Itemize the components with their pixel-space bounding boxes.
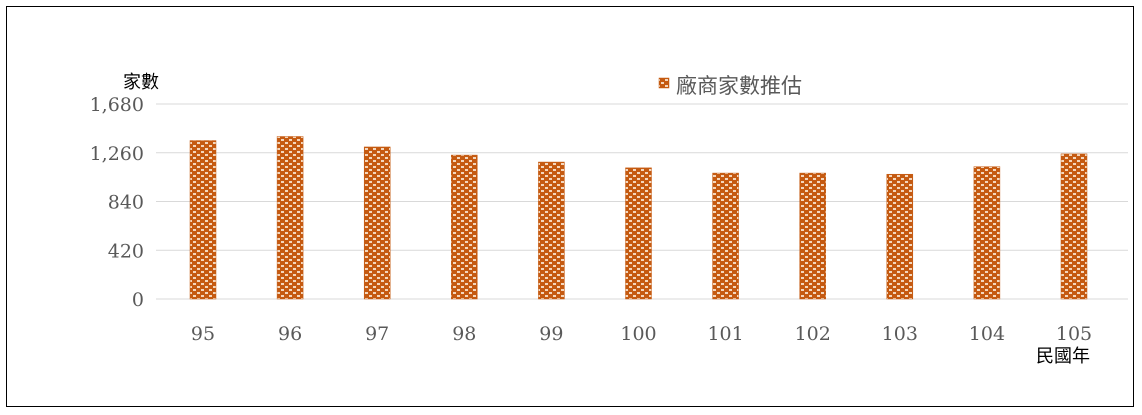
x-axis-title: 民國年 xyxy=(1036,346,1090,367)
bar-100 xyxy=(625,167,652,300)
bars xyxy=(189,136,1088,300)
bar-103 xyxy=(886,173,914,300)
x-axis-ticks: 95 96 97 98 99 100 101 102 103 104 105 xyxy=(191,323,1092,345)
x-tick-label: 97 xyxy=(365,323,389,345)
x-tick-label: 95 xyxy=(191,323,215,345)
x-tick-label: 99 xyxy=(539,323,563,345)
bar-96 xyxy=(276,136,304,300)
x-tick-label: 105 xyxy=(1056,323,1092,345)
bar-105 xyxy=(1060,153,1088,300)
bar-98 xyxy=(451,154,478,300)
bar-101 xyxy=(712,172,739,300)
bar-99 xyxy=(538,161,565,300)
legend: 廠商家數推估 xyxy=(658,74,802,98)
bar-102 xyxy=(799,172,826,300)
y-tick-label: 420 xyxy=(108,240,144,262)
x-tick-label: 102 xyxy=(795,323,831,345)
x-tick-label: 104 xyxy=(969,323,1005,345)
y-tick-label: 0 xyxy=(132,289,144,311)
x-tick-label: 100 xyxy=(620,323,656,345)
bar-95 xyxy=(189,140,217,300)
bar-97 xyxy=(363,146,391,300)
y-axis-ticks: 0 420 840 1,260 1,680 xyxy=(90,94,144,311)
legend-label: 廠商家數推估 xyxy=(676,74,802,98)
bar-104 xyxy=(973,166,1001,300)
x-tick-label: 103 xyxy=(882,323,918,345)
x-tick-label: 96 xyxy=(278,323,302,345)
y-tick-label: 1,680 xyxy=(90,94,144,116)
x-tick-label: 101 xyxy=(707,323,743,345)
legend-swatch xyxy=(658,77,670,89)
y-tick-label: 1,260 xyxy=(90,143,144,165)
x-tick-label: 98 xyxy=(452,323,476,345)
y-axis-title: 家數 xyxy=(123,72,159,93)
y-tick-label: 840 xyxy=(108,192,144,214)
